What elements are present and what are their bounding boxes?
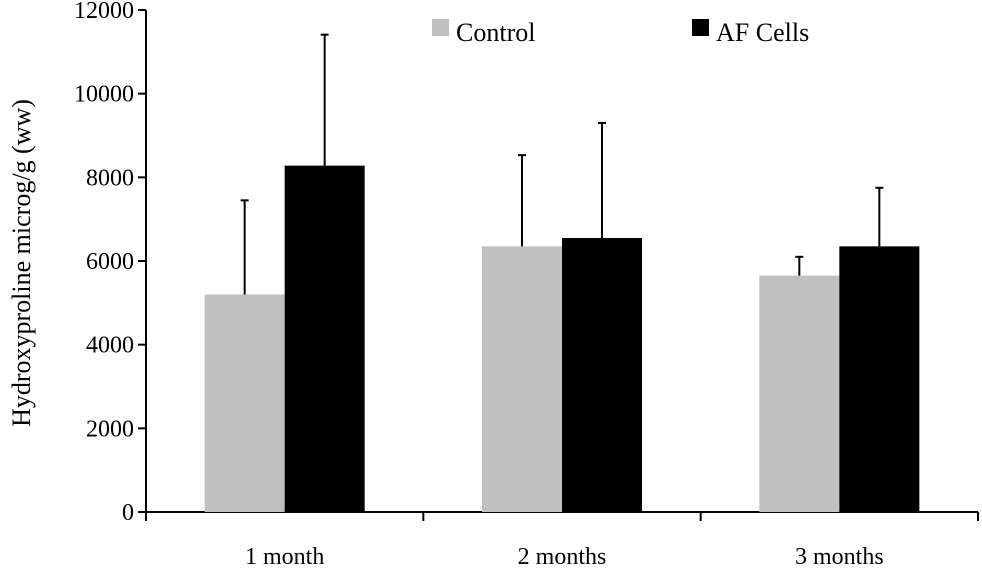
legend-swatch [432, 19, 449, 36]
y-tick-label: 12000 [74, 0, 134, 24]
bar [562, 237, 642, 512]
y-tick-label: 10000 [74, 82, 134, 108]
x-axis: 1 month 2 months 3 months [145, 511, 979, 570]
bar [839, 246, 920, 512]
bar [482, 246, 562, 512]
y-tick-label: 0 [122, 500, 134, 526]
y-tick-label: 2000 [86, 416, 134, 442]
x-category-label: 1 month [245, 544, 324, 570]
bar [204, 294, 285, 512]
error-bar-group [240, 33, 884, 295]
y-tick-label: 4000 [86, 333, 134, 359]
legend-label: AF Cells [716, 18, 809, 47]
legend-label: Control [456, 18, 535, 47]
legend: Control AF Cells [432, 18, 809, 47]
bar [284, 165, 365, 512]
legend-swatch [692, 19, 709, 36]
x-category-label: 3 months [795, 544, 884, 570]
bar-series-group [204, 165, 920, 512]
y-axis-title: Hydroxyproline microg/g (ww) [7, 99, 36, 427]
y-axis: 0 2000 4000 6000 8000 10000 12000 [74, 0, 147, 526]
y-tick-label: 6000 [86, 249, 134, 275]
y-tick-label: 8000 [86, 165, 134, 191]
x-category-label: 2 months [518, 544, 607, 570]
bar [759, 275, 840, 512]
